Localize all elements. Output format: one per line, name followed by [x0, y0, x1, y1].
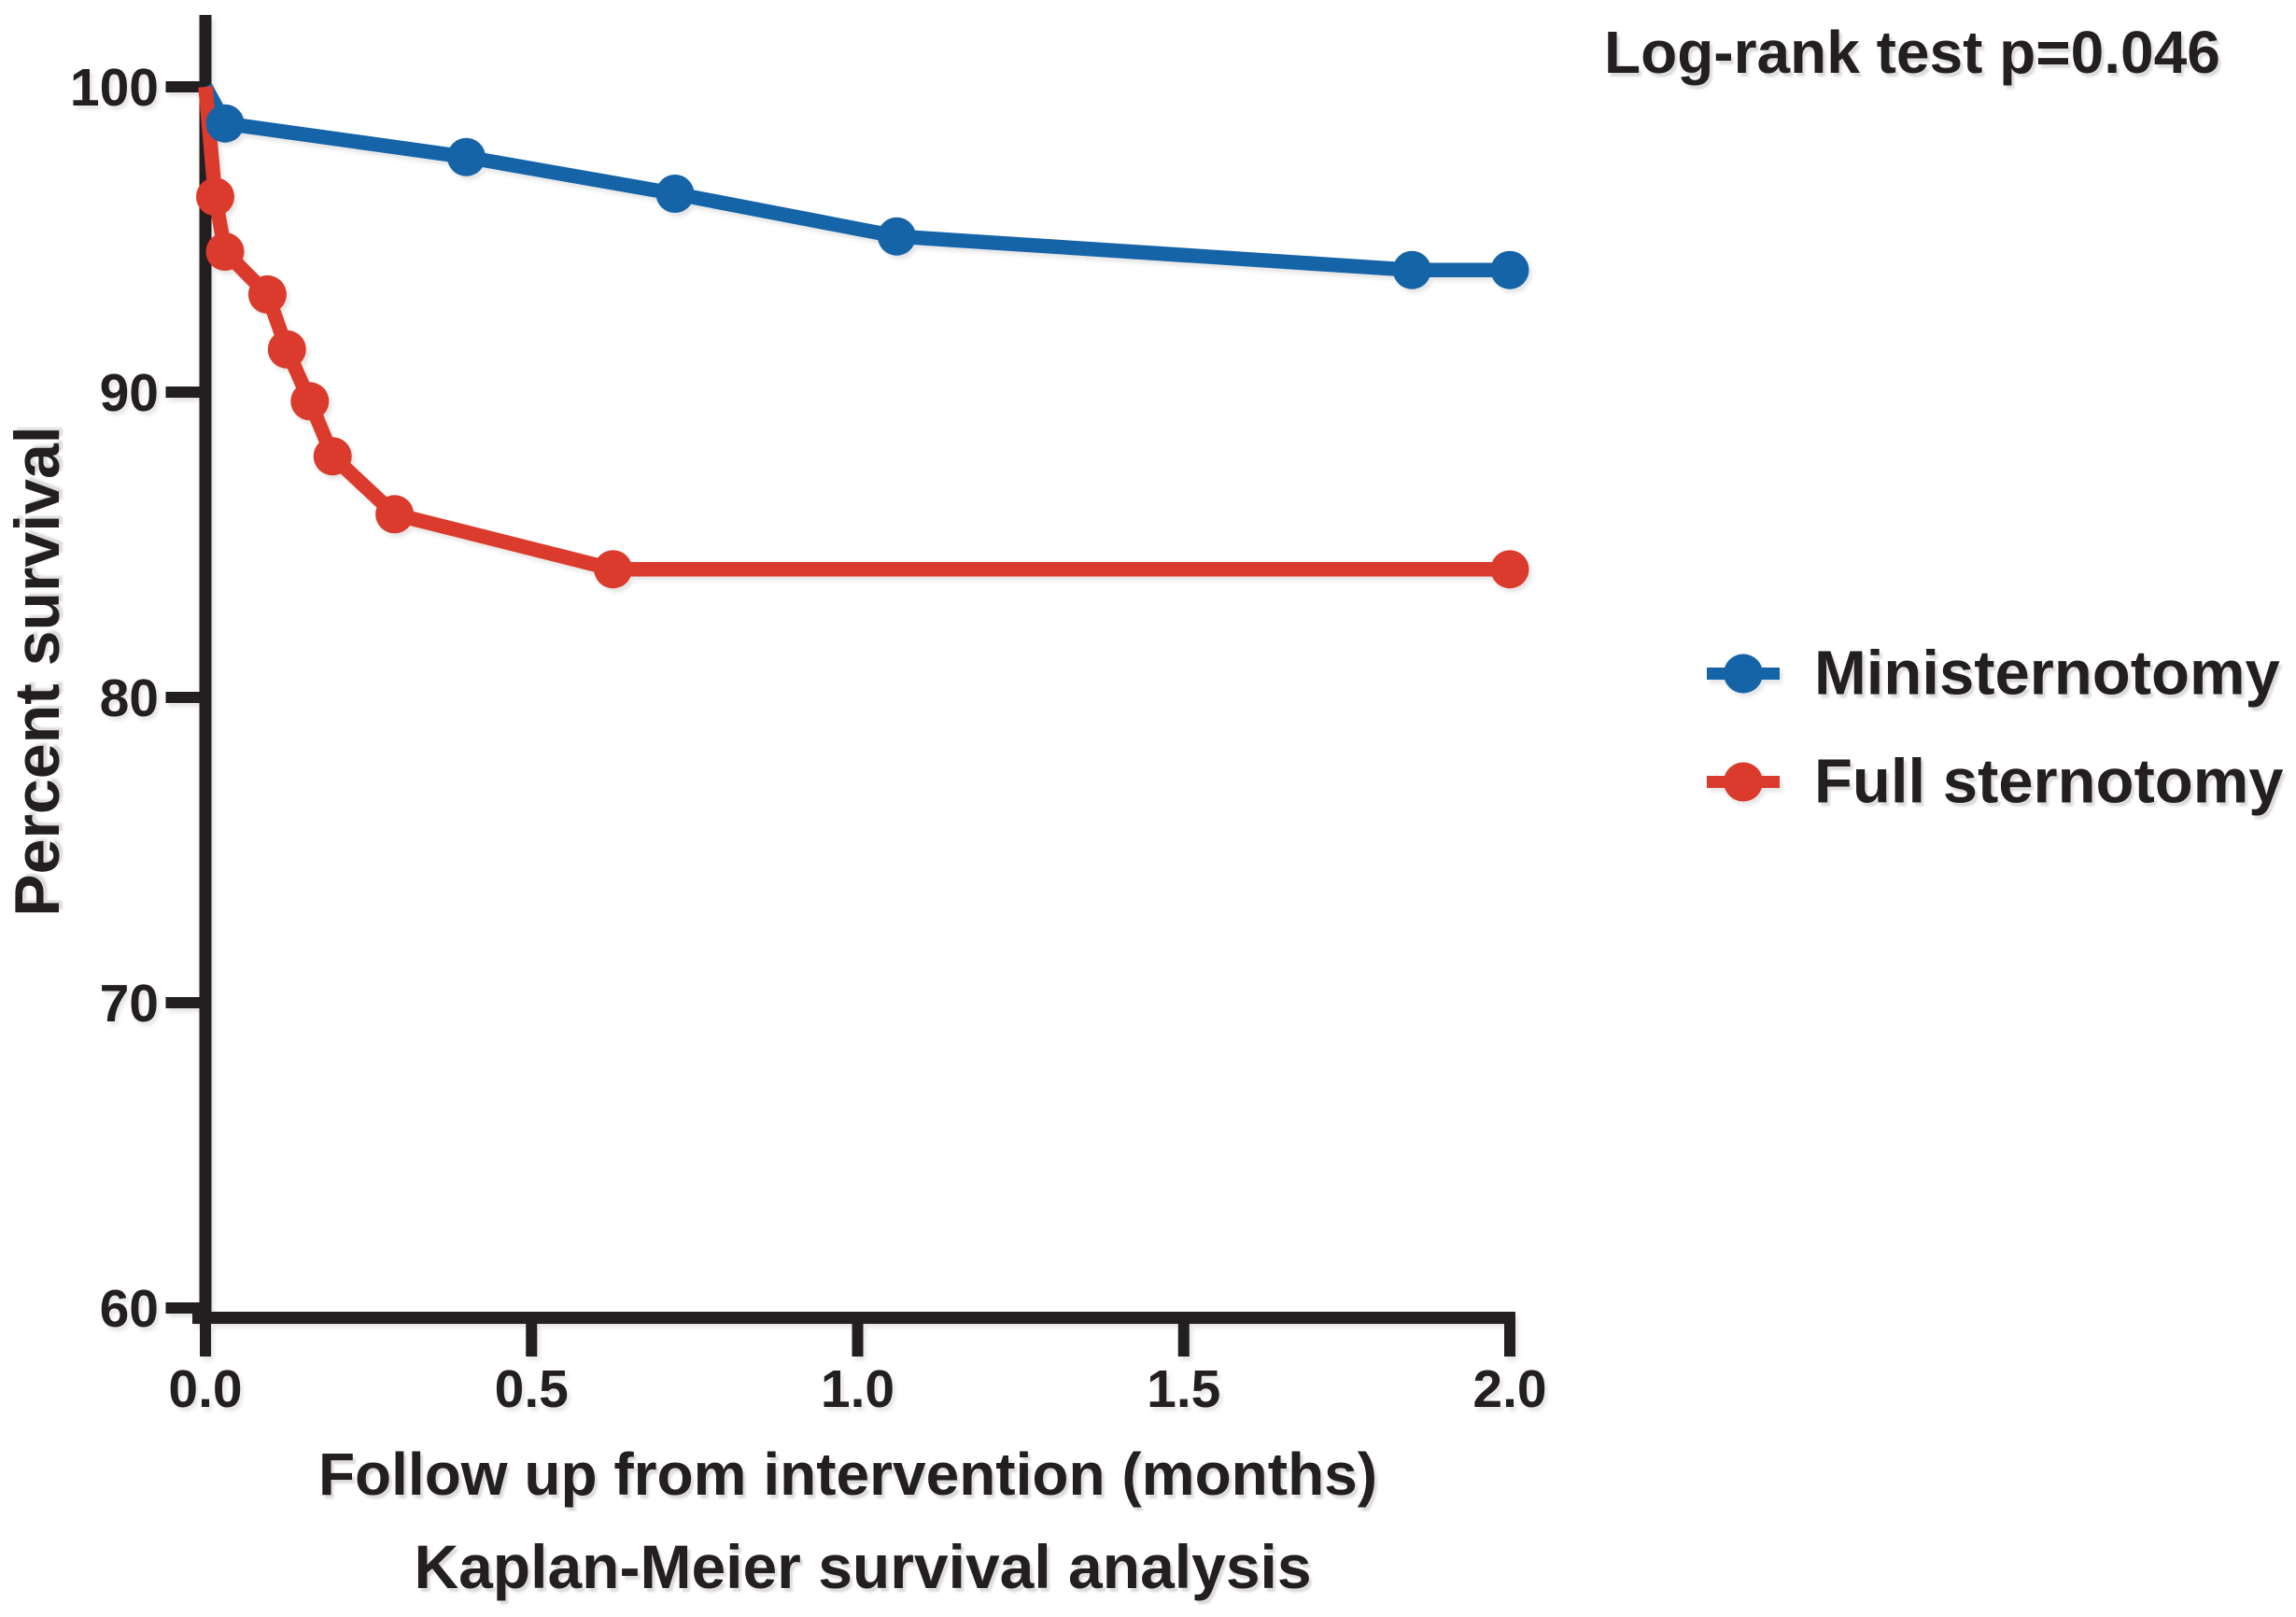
legend-label-ministernotomy: Ministernotomy [1814, 638, 2280, 709]
y-tick-label: 80 [100, 668, 159, 728]
legend-label-full-sternotomy: Full sternotomy [1814, 746, 2284, 817]
x-tick [1504, 1324, 1515, 1357]
series-marker-0 [655, 175, 695, 213]
series-marker-1 [196, 177, 234, 217]
y-tick-label: 60 [100, 1279, 159, 1339]
series-marker-0 [877, 217, 916, 256]
series-marker-1 [247, 274, 287, 314]
x-axis-title: Follow up from intervention (months) [317, 1441, 1378, 1508]
series-marker-0 [1490, 250, 1529, 289]
y-tick [165, 692, 200, 703]
x-tick [200, 1324, 211, 1357]
log-rank-annotation: Log-rank test p=0.046 [1604, 19, 2220, 86]
series-marker-1 [205, 232, 245, 272]
series-marker-1 [267, 330, 306, 369]
x-tick-label: 2.0 [1472, 1359, 1546, 1419]
series-marker-0 [446, 137, 486, 176]
x-tick-label: 0.5 [495, 1359, 569, 1419]
x-tick [526, 1324, 538, 1357]
y-tick [165, 1302, 200, 1314]
x-tick-label: 0.0 [168, 1359, 242, 1419]
x-tick [1177, 1324, 1190, 1357]
series-line-1 [198, 86, 1510, 577]
series-marker-1 [313, 437, 352, 476]
x-tick-label: 1.0 [821, 1359, 894, 1419]
series-marker-0 [205, 104, 245, 143]
series-marker-0 [1392, 250, 1431, 289]
chart-title: Kaplan-Meier survival analysis [414, 1532, 1312, 1601]
x-tick [852, 1324, 864, 1357]
x-axis-spine [192, 1312, 1515, 1324]
series-marker-1 [375, 495, 415, 534]
y-tick-label: 100 [70, 58, 159, 118]
series-marker-1 [1490, 550, 1529, 589]
ministernotomy-series-marker-icon [1707, 652, 1780, 695]
y-tick-label: 90 [100, 363, 159, 423]
legend-item-ministernotomy: Ministernotomy [1707, 642, 2280, 705]
series-marker-1 [594, 550, 633, 589]
full-sternotomy-series-marker-icon [1707, 760, 1780, 803]
y-tick [165, 81, 200, 92]
y-tick-label: 70 [100, 974, 159, 1033]
x-tick-label: 1.5 [1147, 1359, 1220, 1419]
y-tick [165, 387, 200, 398]
series-marker-1 [290, 382, 330, 421]
y-tick [165, 997, 200, 1008]
y-axis-spine [199, 15, 212, 1324]
legend-item-full-sternotomy: Full sternotomy [1707, 751, 2284, 813]
